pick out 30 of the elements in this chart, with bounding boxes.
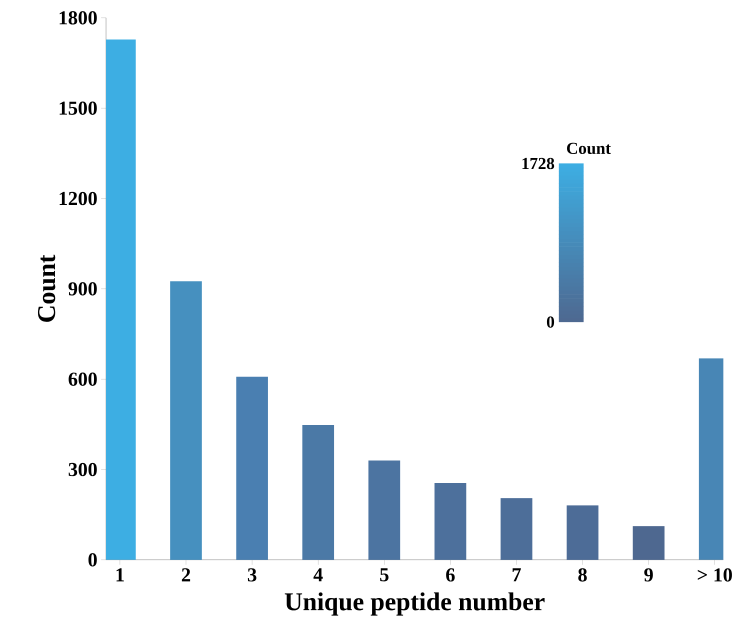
- y-tick-label: 600: [68, 372, 97, 386]
- y-tick-label: 900: [68, 282, 97, 296]
- x-tick-label: 3: [248, 568, 256, 582]
- y-tick-label: 1500: [60, 101, 97, 115]
- y-tick-label: 1800: [60, 11, 97, 24]
- annotation: 1728: [522, 158, 554, 170]
- y-axis-title: Count: [38, 254, 56, 322]
- bar: [434, 483, 466, 560]
- y-tick-label: 1200: [60, 192, 97, 206]
- x-tick-label: 7: [512, 568, 521, 582]
- x-tick-label: 9: [644, 568, 653, 582]
- x-tick-label: 1: [116, 568, 124, 582]
- bar: [368, 460, 400, 560]
- bar: [236, 376, 268, 560]
- bar: [170, 281, 202, 560]
- y-tick-label: 0: [88, 553, 97, 566]
- color-bar-title: Count: [567, 142, 611, 154]
- bar: [500, 498, 532, 560]
- y-tick-label: 300: [68, 462, 97, 476]
- x-tick-label: 4: [314, 568, 323, 582]
- bar: [302, 424, 334, 560]
- x-tick-label: 6: [446, 568, 455, 582]
- bar: [566, 505, 598, 560]
- x-tick-label: 2: [182, 568, 190, 582]
- bar: [632, 526, 665, 560]
- x-tick-label: 8: [578, 568, 587, 582]
- x-tick-label: > 10: [698, 568, 732, 582]
- x-tick-label: 5: [380, 568, 388, 582]
- annotation: 0: [546, 316, 554, 328]
- x-axis-title: Unique peptide number: [284, 592, 545, 616]
